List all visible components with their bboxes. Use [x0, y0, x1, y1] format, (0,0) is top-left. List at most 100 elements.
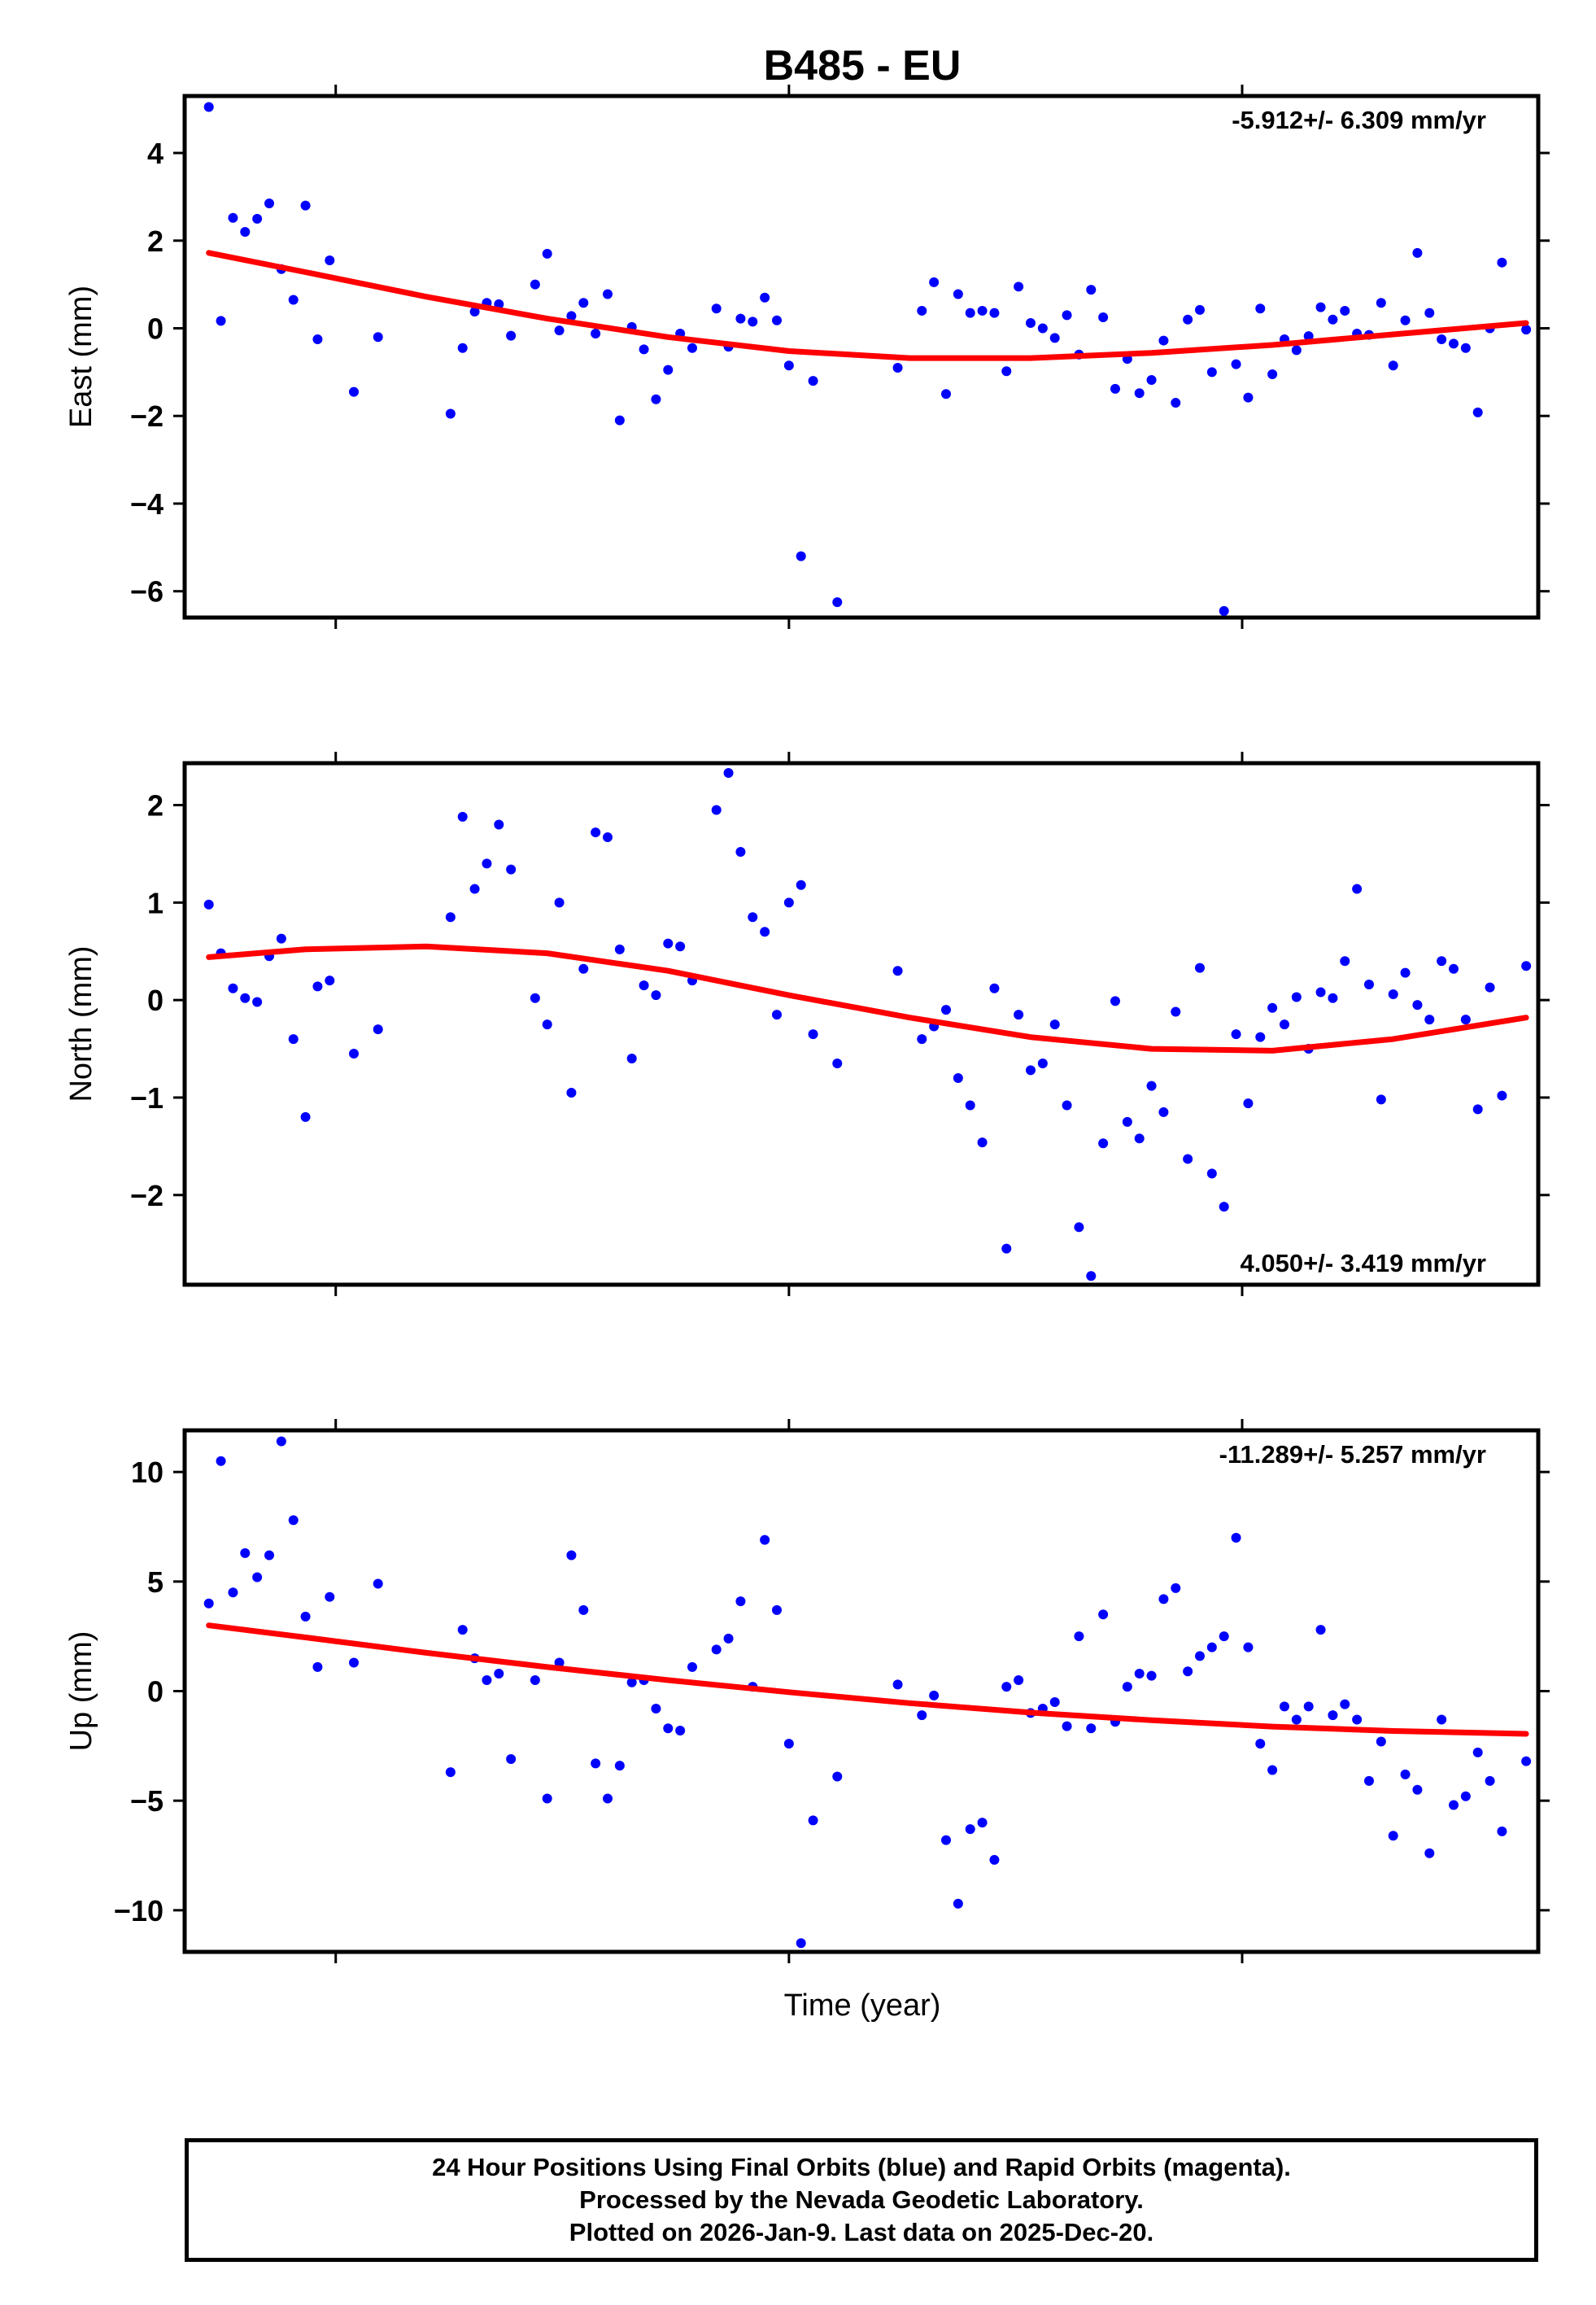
data-point: [1134, 388, 1145, 399]
data-point: [1146, 1670, 1157, 1681]
data-point: [1291, 1714, 1302, 1725]
y-tick-label: 2: [147, 789, 164, 823]
data-point: [941, 1835, 951, 1845]
data-point: [591, 827, 601, 838]
data-point: [325, 255, 335, 265]
data-point: [614, 1761, 625, 1771]
data-point: [1098, 1138, 1109, 1149]
data-point: [1183, 314, 1193, 325]
data-point: [1014, 282, 1024, 292]
data-point: [1485, 982, 1495, 993]
data-point: [1267, 1002, 1278, 1013]
data-point: [1352, 884, 1363, 894]
data-point: [735, 1596, 746, 1607]
data-point: [929, 277, 940, 287]
data-point: [591, 328, 601, 338]
data-point: [312, 334, 323, 344]
data-point: [457, 811, 468, 822]
data-point: [1171, 1583, 1181, 1593]
y-tick-label: 5: [147, 1565, 164, 1599]
data-point: [1243, 1642, 1254, 1652]
data-point: [783, 1739, 794, 1749]
data-point: [1412, 247, 1423, 258]
data-point: [989, 308, 1000, 318]
data-point: [578, 1604, 589, 1615]
data-point: [1001, 366, 1012, 377]
data-point: [1086, 285, 1097, 295]
data-point: [1376, 298, 1386, 308]
data-point: [288, 1034, 299, 1045]
data-point: [1158, 1594, 1169, 1604]
data-point: [530, 1675, 540, 1686]
data-point: [808, 1029, 818, 1040]
data-point: [711, 303, 722, 314]
data-point: [1001, 1243, 1012, 1254]
data-point: [977, 1137, 988, 1148]
data-point: [614, 944, 625, 954]
data-point: [917, 1034, 927, 1045]
data-point: [203, 899, 214, 910]
data-point: [216, 316, 226, 326]
data-point: [1110, 996, 1120, 1006]
y-tick-label: −5: [130, 1784, 164, 1818]
data-point: [1267, 1765, 1278, 1775]
data-point: [796, 551, 806, 561]
data-point: [1291, 992, 1302, 1002]
data-point: [760, 1534, 770, 1545]
data-point: [240, 993, 251, 1003]
data-point: [1134, 1668, 1145, 1679]
data-point: [929, 1690, 940, 1700]
data-point: [760, 927, 770, 937]
data-point: [1449, 338, 1459, 349]
y-axis-label: East (mm): [64, 286, 98, 428]
data-point: [832, 597, 843, 608]
data-point: [300, 1611, 311, 1622]
y-tick-label: 1: [147, 886, 164, 919]
panel-frame: [182, 1428, 1541, 1954]
data-point: [1521, 325, 1532, 335]
data-point: [796, 880, 806, 890]
data-point: [651, 394, 661, 404]
data-point: [228, 1587, 238, 1598]
data-point: [1219, 1631, 1229, 1642]
data-point: [1074, 1631, 1084, 1642]
data-point: [1424, 1015, 1435, 1025]
data-point: [1074, 1222, 1084, 1233]
data-point: [1424, 308, 1435, 318]
data-point: [1231, 1029, 1241, 1040]
data-point: [252, 1572, 263, 1583]
data-point: [1171, 1006, 1181, 1017]
data-point: [626, 1677, 637, 1687]
data-point: [506, 1753, 517, 1764]
data-point: [312, 1661, 323, 1672]
data-point: [989, 1854, 1000, 1865]
data-point: [1014, 1010, 1024, 1020]
data-point: [1026, 318, 1036, 329]
data-point: [1195, 304, 1205, 315]
data-point: [917, 305, 927, 316]
data-point: [1460, 1015, 1471, 1025]
data-point: [1497, 257, 1507, 268]
data-point: [1255, 1032, 1266, 1042]
y-tick-label: 0: [147, 1675, 164, 1709]
rate-annotation: -5.912+/- 6.309 mm/yr: [1232, 106, 1486, 134]
data-point: [373, 1578, 383, 1589]
gps-time-series-chart: B485 - EU Time (year) −6 −4 −2 0 2 4 East (mm)…: [64, 42, 1550, 2023]
data-point: [1437, 334, 1447, 344]
footer-line-1: 24 Hour Positions Using Final Orbits (bl…: [432, 2153, 1291, 2181]
data-point: [783, 897, 794, 908]
data-point: [760, 292, 770, 303]
data-point: [687, 343, 697, 353]
data-point: [252, 997, 263, 1007]
data-point: [1001, 1682, 1012, 1692]
data-point: [566, 1550, 577, 1561]
data-point: [1315, 987, 1326, 998]
data-point: [530, 993, 540, 1003]
fit-curve: [206, 1622, 1529, 1737]
footer-line-2: Processed by the Nevada Geodetic Laborat…: [579, 2185, 1144, 2214]
data-point: [554, 897, 565, 908]
data-point: [1388, 1831, 1398, 1841]
data-point: [542, 1793, 552, 1804]
data-point: [1424, 1848, 1435, 1858]
